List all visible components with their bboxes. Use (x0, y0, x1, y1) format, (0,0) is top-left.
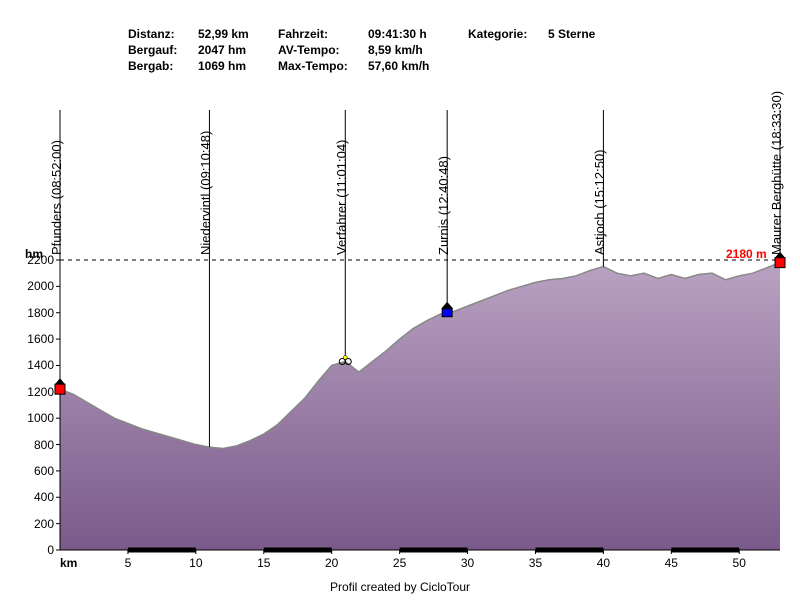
x-tick-label: 45 (665, 556, 678, 570)
kategorie-value: 5 Sterne (548, 26, 628, 42)
waypoint-label: Pfunders (08:52:00) (49, 140, 64, 255)
waypoint-label: Zurnis (12:40:48) (436, 156, 451, 255)
y-tick-label: 1000 (22, 411, 54, 425)
x-tick-label: 30 (461, 556, 474, 570)
y-tick-label: 600 (22, 464, 54, 478)
bergauf-label: Bergauf: (128, 42, 198, 58)
stats-block: Distanz: 52,99 km Fahrzeit: 09:41:30 h K… (128, 26, 628, 74)
y-tick-label: 200 (22, 517, 54, 531)
x-tick-label: 20 (325, 556, 338, 570)
bergauf-value: 2047 hm (198, 42, 278, 58)
x-tick-label: 40 (597, 556, 610, 570)
avtempo-value: 8,59 km/h (368, 42, 468, 58)
x-axis-title: km (60, 556, 77, 570)
x-tick-label: 25 (393, 556, 406, 570)
bergab-label: Bergab: (128, 58, 198, 74)
kategorie-label: Kategorie: (468, 26, 548, 42)
fahrzeit-value: 09:41:30 h (368, 26, 468, 42)
stats-row-3: Bergab: 1069 hm Max-Tempo: 57,60 km/h (128, 58, 628, 74)
waypoint-label: Niedervintl (09:10:48) (198, 131, 213, 255)
x-tick-label: 50 (733, 556, 746, 570)
y-tick-label: 800 (22, 438, 54, 452)
y-tick-label: 1800 (22, 306, 54, 320)
avtempo-label: AV-Tempo: (278, 42, 368, 58)
y-tick-label: 2200 (22, 253, 54, 267)
bergab-value: 1069 hm (198, 58, 278, 74)
stats-row-2: Bergauf: 2047 hm AV-Tempo: 8,59 km/h (128, 42, 628, 58)
waypoint-label: Astjoch (15:12:50) (592, 149, 607, 255)
y-tick-label: 0 (22, 543, 54, 557)
elevation-profile-container: Distanz: 52,99 km Fahrzeit: 09:41:30 h K… (0, 0, 800, 600)
y-tick-label: 1200 (22, 385, 54, 399)
y-tick-label: 2000 (22, 279, 54, 293)
x-tick-label: 35 (529, 556, 542, 570)
fahrzeit-label: Fahrzeit: (278, 26, 368, 42)
maxtempo-label: Max-Tempo: (278, 58, 368, 74)
x-tick-label: 10 (189, 556, 202, 570)
x-tick-label: 5 (125, 556, 132, 570)
maxtempo-value: 57,60 km/h (368, 58, 468, 74)
elevation-chart (60, 260, 780, 550)
stats-row-1: Distanz: 52,99 km Fahrzeit: 09:41:30 h K… (128, 26, 628, 42)
x-tick-label: 15 (257, 556, 270, 570)
footer-credit: Profil created by CicloTour (0, 580, 800, 594)
y-tick-label: 1600 (22, 332, 54, 346)
waypoint-label: Verfahrer (11:01:04) (334, 140, 349, 255)
y-tick-label: 400 (22, 490, 54, 504)
waypoint-label: Maurer Berghütte (18:33:30) (769, 91, 784, 255)
distanz-value: 52,99 km (198, 26, 278, 42)
peak-elevation-label: 2180 m (726, 247, 767, 261)
distanz-label: Distanz: (128, 26, 198, 42)
y-tick-label: 1400 (22, 358, 54, 372)
